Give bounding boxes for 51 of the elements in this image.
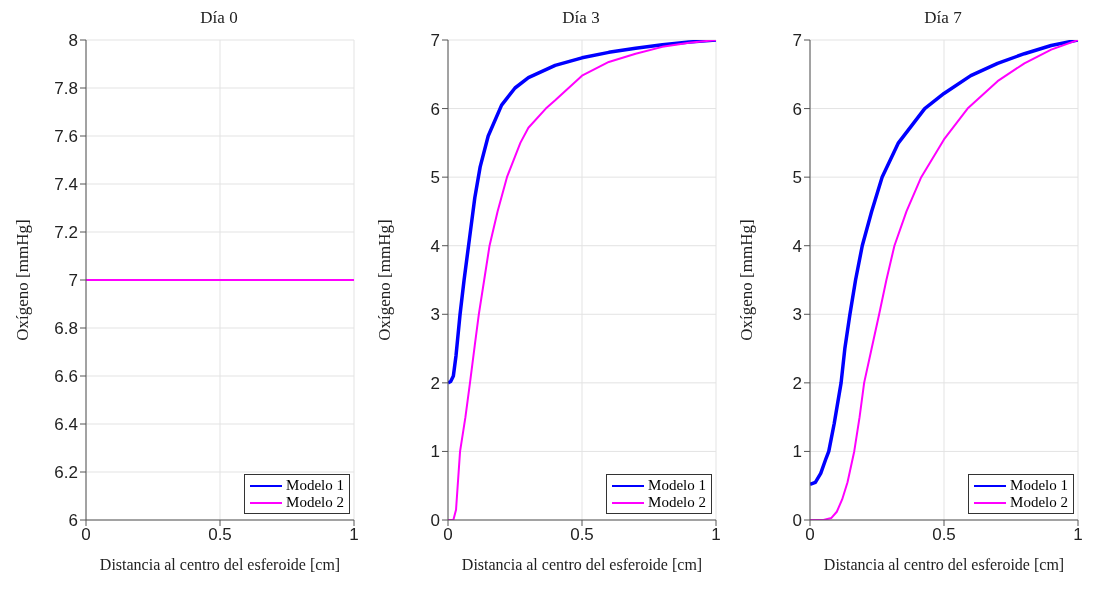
legend-label: Modelo 2 bbox=[648, 494, 706, 511]
x-tick-label: 0.5 bbox=[932, 525, 956, 545]
y-tick-label: 0 bbox=[430, 511, 440, 531]
legend-label: Modelo 1 bbox=[1010, 477, 1068, 494]
y-tick-label: 0 bbox=[792, 511, 802, 531]
x-tick-label: 0 bbox=[805, 525, 815, 545]
y-tick-label: 5 bbox=[792, 168, 802, 188]
x-tick-label: 0 bbox=[443, 525, 453, 545]
y-tick-label: 8 bbox=[68, 31, 78, 51]
y-tick-label: 7 bbox=[430, 31, 440, 51]
y-tick-label: 6.4 bbox=[54, 415, 78, 435]
y-tick-label: 7.6 bbox=[54, 127, 78, 147]
x-axis-title: Distancia al centro del esferoide [cm] bbox=[823, 556, 1065, 573]
y-tick-label: 6.8 bbox=[54, 319, 78, 339]
y-tick-label: 6.2 bbox=[54, 463, 78, 483]
y-tick-label: 2 bbox=[792, 373, 802, 393]
y-tick-label: 5 bbox=[430, 168, 440, 188]
x-axis-title: Distancia al centro del esferoide [cm] bbox=[461, 556, 703, 573]
y-tick-label: 1 bbox=[430, 442, 440, 462]
y-tick-label: 6 bbox=[430, 99, 440, 119]
x-axis-title: Distancia al centro del esferoide [cm] bbox=[99, 556, 341, 573]
y-tick-label: 6 bbox=[792, 99, 802, 119]
y-tick-label: 6 bbox=[68, 511, 78, 531]
y-tick-label: 4 bbox=[430, 236, 440, 256]
y-tick-label: 7 bbox=[68, 271, 78, 291]
x-tick-label: 0.5 bbox=[208, 525, 232, 545]
y-tick-label: 1 bbox=[792, 442, 802, 462]
y-tick-label: 4 bbox=[792, 236, 802, 256]
y-tick-label: 7.8 bbox=[54, 79, 78, 99]
y-tick-label: 3 bbox=[430, 305, 440, 325]
y-tick-label: 2 bbox=[430, 373, 440, 393]
y-tick-label: 6.6 bbox=[54, 367, 78, 387]
chart-title: Día 3 bbox=[561, 8, 601, 29]
legend-label: Modelo 1 bbox=[648, 477, 706, 494]
y-axis-title: Oxígeno [mmHg] bbox=[13, 219, 33, 341]
y-tick-label: 3 bbox=[792, 305, 802, 325]
y-tick-label: 7.4 bbox=[54, 175, 78, 195]
y-axis-title: Oxígeno [mmHg] bbox=[737, 219, 757, 341]
legend-label: Modelo 1 bbox=[286, 477, 344, 494]
y-tick-label: 7.2 bbox=[54, 223, 78, 243]
x-tick-label: 0 bbox=[81, 525, 91, 545]
x-tick-label: 1 bbox=[1073, 525, 1083, 545]
chart-title: Día 0 bbox=[199, 8, 239, 29]
chart-title: Día 7 bbox=[923, 8, 963, 29]
y-tick-label: 7 bbox=[792, 31, 802, 51]
y-axis-title: Oxígeno [mmHg] bbox=[375, 219, 395, 341]
legend-label: Modelo 2 bbox=[1010, 494, 1068, 511]
x-tick-label: 0.5 bbox=[570, 525, 594, 545]
x-tick-label: 1 bbox=[349, 525, 359, 545]
legend-label: Modelo 2 bbox=[286, 494, 344, 511]
x-tick-label: 1 bbox=[711, 525, 721, 545]
